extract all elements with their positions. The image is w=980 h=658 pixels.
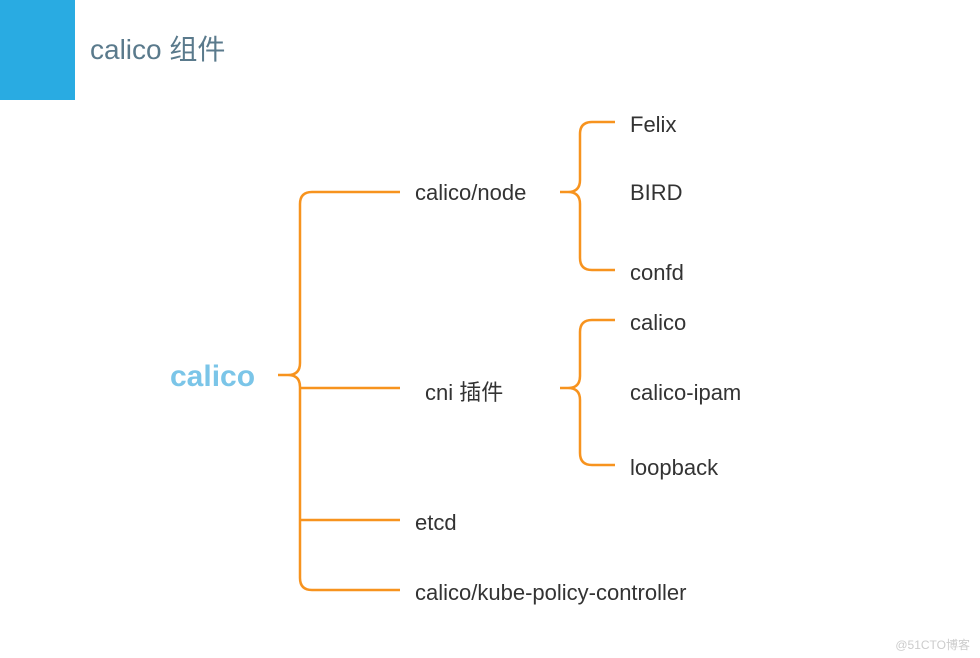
bracket-path [560, 320, 615, 465]
level3-node-2: confd [630, 260, 684, 286]
bracket-path [560, 122, 615, 270]
page-title: calico 组件 [90, 28, 225, 68]
bracket-path [278, 192, 400, 590]
level2-node-2: etcd [415, 510, 457, 536]
level3-cni-2: loopback [630, 455, 718, 481]
level2-node-0: calico/node [415, 180, 526, 206]
level3-cni-1: calico-ipam [630, 380, 741, 406]
watermark: @51CTO博客 [895, 636, 970, 653]
level2-node-1: cni 插件 [425, 375, 503, 407]
tree-root: calico [170, 360, 255, 394]
level3-node-1: BIRD [630, 180, 683, 206]
header-accent-block [0, 0, 75, 100]
level3-cni-0: calico [630, 310, 686, 336]
level2-node-3: calico/kube-policy-controller [415, 580, 686, 606]
level3-node-0: Felix [630, 112, 676, 138]
